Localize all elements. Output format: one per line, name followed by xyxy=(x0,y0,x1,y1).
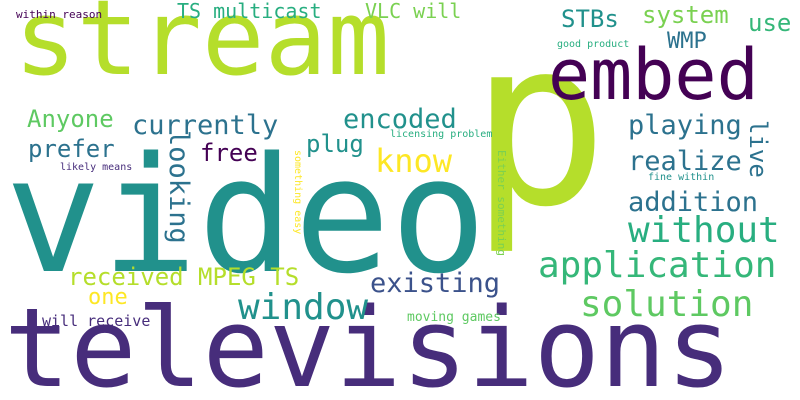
word-system: system xyxy=(642,1,729,29)
word-currently: currently xyxy=(132,110,279,141)
word-free: free xyxy=(200,139,258,167)
word-stream: stream xyxy=(14,0,390,99)
word-will-receive: will receive xyxy=(42,312,151,330)
word-received-mpeg-ts: received MPEG TS xyxy=(68,263,300,291)
word-one: one xyxy=(88,285,128,310)
word-something-easy: something easy xyxy=(292,150,303,235)
word-existing: existing xyxy=(370,268,501,299)
word-realize: realize xyxy=(628,146,742,177)
word-use: use xyxy=(748,9,792,37)
word-encoded: encoded xyxy=(343,104,457,135)
word-televisions: televisions xyxy=(4,284,733,400)
word-embed: embed xyxy=(548,34,759,116)
word-good-product: good product xyxy=(557,39,630,50)
word-stbs: STBs xyxy=(561,5,619,33)
word-moving-games: moving games xyxy=(407,310,501,325)
word-within-reason: within reason xyxy=(16,8,103,21)
word-licensing-problem: licensing problem xyxy=(390,129,493,140)
word-know: know xyxy=(375,142,453,180)
word-solution: solution xyxy=(580,284,754,325)
word-anyone: Anyone xyxy=(27,105,114,133)
word-likely-means: likely means xyxy=(60,162,133,173)
word-application: application xyxy=(538,245,777,286)
word-plug: plug xyxy=(306,130,364,158)
word-video: video xyxy=(5,122,487,309)
word-ts-multicast: TS multicast xyxy=(177,0,322,23)
word-prefer: prefer xyxy=(28,135,115,163)
word-live: live xyxy=(744,120,772,178)
word-wmp: WMP xyxy=(667,29,707,54)
word-fine-within: fine within xyxy=(648,172,715,183)
word-vlc-will: VLC will xyxy=(365,0,462,23)
word-looking: looking xyxy=(163,130,194,244)
word-playing: playing xyxy=(628,110,742,141)
word-either-something: Either something xyxy=(495,150,508,256)
word-addition: addition xyxy=(628,187,759,218)
word-without: without xyxy=(628,210,780,251)
word-window: window xyxy=(238,287,369,328)
word-p: p xyxy=(470,0,609,258)
